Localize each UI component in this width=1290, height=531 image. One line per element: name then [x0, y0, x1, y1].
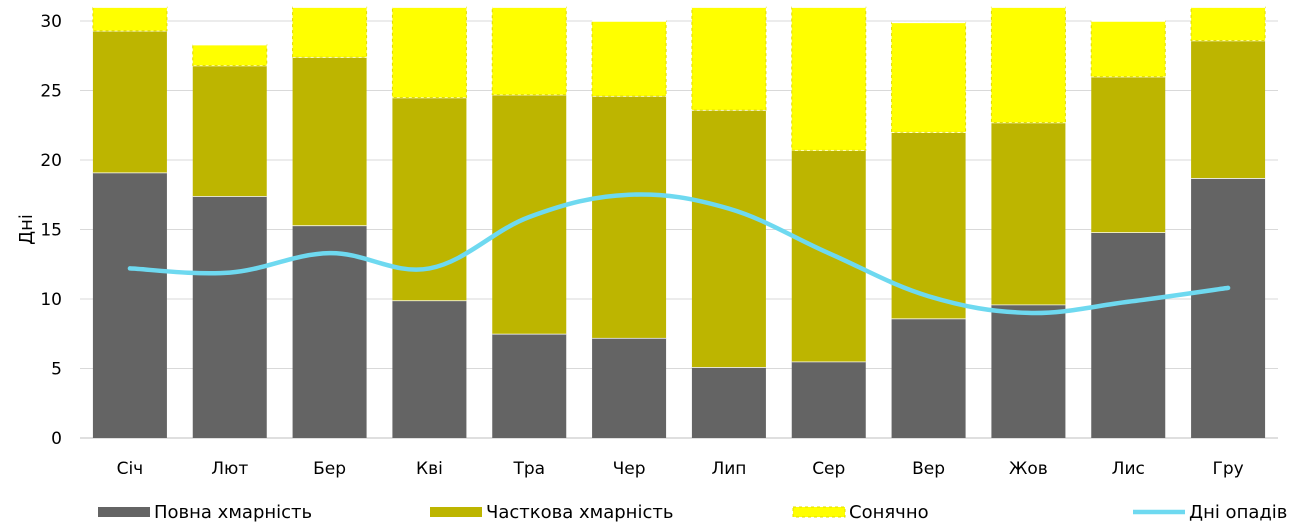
- x-tick-label: Вер: [912, 459, 945, 479]
- precipitation-line: [127, 192, 1231, 316]
- bar-сонячно-11: [1190, 6, 1266, 41]
- bar-сонячно-10: [1090, 20, 1166, 78]
- bar-сонячно-3: [391, 6, 467, 98]
- bar-сонячно-7: [791, 6, 867, 151]
- bar-часткова-хмарність-2: [292, 57, 367, 226]
- bar-повна-хмарність-10: [1091, 232, 1166, 438]
- bar-часткова-хмарність-6: [691, 109, 766, 368]
- bars: [92, 6, 1266, 438]
- bar-повна-хмарність-9: [991, 304, 1066, 438]
- legend-swatch: [792, 506, 846, 518]
- bar-повна-хмарність-0: [92, 172, 167, 438]
- bar-сонячно-1: [192, 44, 268, 66]
- bar-повна-хмарність-8: [891, 318, 966, 438]
- bar-повна-хмарність-2: [292, 225, 367, 438]
- bar-часткова-хмарність-9: [991, 122, 1066, 305]
- x-tick-label: Лис: [1112, 459, 1145, 479]
- bar-сонячно-9: [990, 6, 1066, 123]
- x-axis-ticks: Січ Лют Бер Кві Тра Чер Лип Сер Вер Жов Лис Гру: [117, 459, 1244, 479]
- bar-часткова-хмарність-10: [1091, 76, 1166, 233]
- legend: Повна хмарність Часткова хмарність Сонячно…: [98, 502, 1287, 523]
- bar-повна-хмарність-3: [392, 300, 467, 438]
- bar-часткова-хмарність-4: [492, 94, 567, 334]
- bar-повна-хмарність-5: [592, 337, 667, 438]
- bar-сонячно-2: [292, 6, 368, 58]
- y-tick-label: 5: [51, 360, 62, 380]
- bar-сонячно-5: [591, 20, 667, 97]
- x-tick-label: Лют: [211, 459, 248, 479]
- legend-label: Дні опадів: [1189, 502, 1287, 523]
- x-tick-label: Гру: [1212, 459, 1243, 479]
- bar-часткова-хмарність-7: [791, 150, 866, 362]
- line-series-дні-опадів: [127, 192, 1231, 316]
- gridlines: [80, 20, 1278, 439]
- y-axis-label: Дні: [16, 214, 37, 245]
- bar-часткова-хмарність-5: [592, 96, 667, 338]
- legend-swatch: [430, 507, 482, 517]
- bar-сонячно-4: [491, 6, 567, 96]
- bar-часткова-хмарність-8: [891, 132, 966, 319]
- bar-часткова-хмарність-1: [192, 65, 267, 197]
- bar-сонячно-8: [891, 21, 967, 133]
- bar-сонячно-6: [691, 6, 767, 111]
- legend-swatch: [98, 507, 150, 517]
- y-tick-label: 15: [40, 221, 62, 241]
- y-tick-label: 30: [40, 12, 62, 32]
- bar-повна-хмарність-6: [691, 367, 766, 438]
- y-tick-label: 10: [40, 290, 62, 310]
- x-tick-label: Січ: [117, 459, 144, 479]
- x-tick-label: Бер: [313, 459, 346, 479]
- x-tick-label: Кві: [416, 459, 443, 479]
- legend-label: Сонячно: [849, 502, 929, 523]
- bar-сонячно-0: [92, 6, 168, 32]
- y-tick-label: 25: [40, 82, 62, 102]
- y-tick-label: 0: [51, 429, 62, 449]
- bar-повна-хмарність-4: [492, 333, 567, 438]
- bar-часткова-хмарність-11: [1191, 40, 1266, 179]
- legend-label: Повна хмарність: [154, 502, 312, 523]
- x-tick-label: Чер: [613, 459, 646, 479]
- y-axis-ticks: 0 5 10 15 20 25 30: [40, 12, 62, 449]
- x-tick-label: Сер: [812, 459, 845, 479]
- y-tick-label: 20: [40, 151, 62, 171]
- x-tick-label: Лип: [711, 459, 746, 479]
- x-tick-label: Тра: [512, 459, 545, 479]
- bar-повна-хмарність-7: [791, 361, 866, 438]
- bar-повна-хмарність-11: [1191, 178, 1266, 438]
- x-tick-label: Жов: [1009, 459, 1048, 479]
- bar-повна-хмарність-1: [192, 196, 267, 438]
- bar-часткова-хмарність-0: [92, 30, 167, 173]
- legend-label: Часткова хмарність: [486, 502, 673, 523]
